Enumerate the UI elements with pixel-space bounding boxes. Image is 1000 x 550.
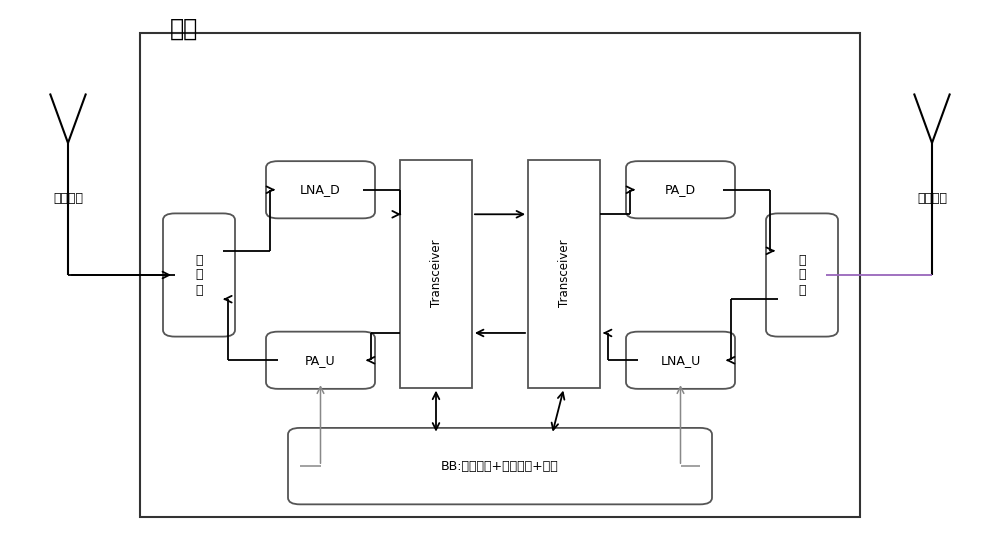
FancyBboxPatch shape <box>626 161 735 218</box>
Text: PA_U: PA_U <box>305 354 336 367</box>
Text: 双
工
器: 双 工 器 <box>195 254 203 296</box>
Text: LNA_U: LNA_U <box>660 354 701 367</box>
FancyBboxPatch shape <box>163 213 235 337</box>
Text: Transceiver: Transceiver <box>430 240 442 307</box>
Text: Transceiver: Transceiver <box>558 240 570 307</box>
Bar <box>400 160 472 388</box>
FancyBboxPatch shape <box>766 213 838 337</box>
FancyBboxPatch shape <box>626 332 735 389</box>
Text: BB:处理分析+统计存储+控制: BB:处理分析+统计存储+控制 <box>441 460 559 472</box>
Text: 双
工
器: 双 工 器 <box>798 254 806 296</box>
Text: 接收天线: 接收天线 <box>53 191 83 205</box>
FancyBboxPatch shape <box>288 428 712 504</box>
Text: PA_D: PA_D <box>665 183 696 196</box>
FancyBboxPatch shape <box>266 332 375 389</box>
FancyBboxPatch shape <box>266 161 375 218</box>
Bar <box>140 33 860 517</box>
Bar <box>528 160 600 388</box>
Text: LNA_D: LNA_D <box>300 183 341 196</box>
Text: 设备: 设备 <box>170 17 198 41</box>
Text: 重发天线: 重发天线 <box>917 191 947 205</box>
